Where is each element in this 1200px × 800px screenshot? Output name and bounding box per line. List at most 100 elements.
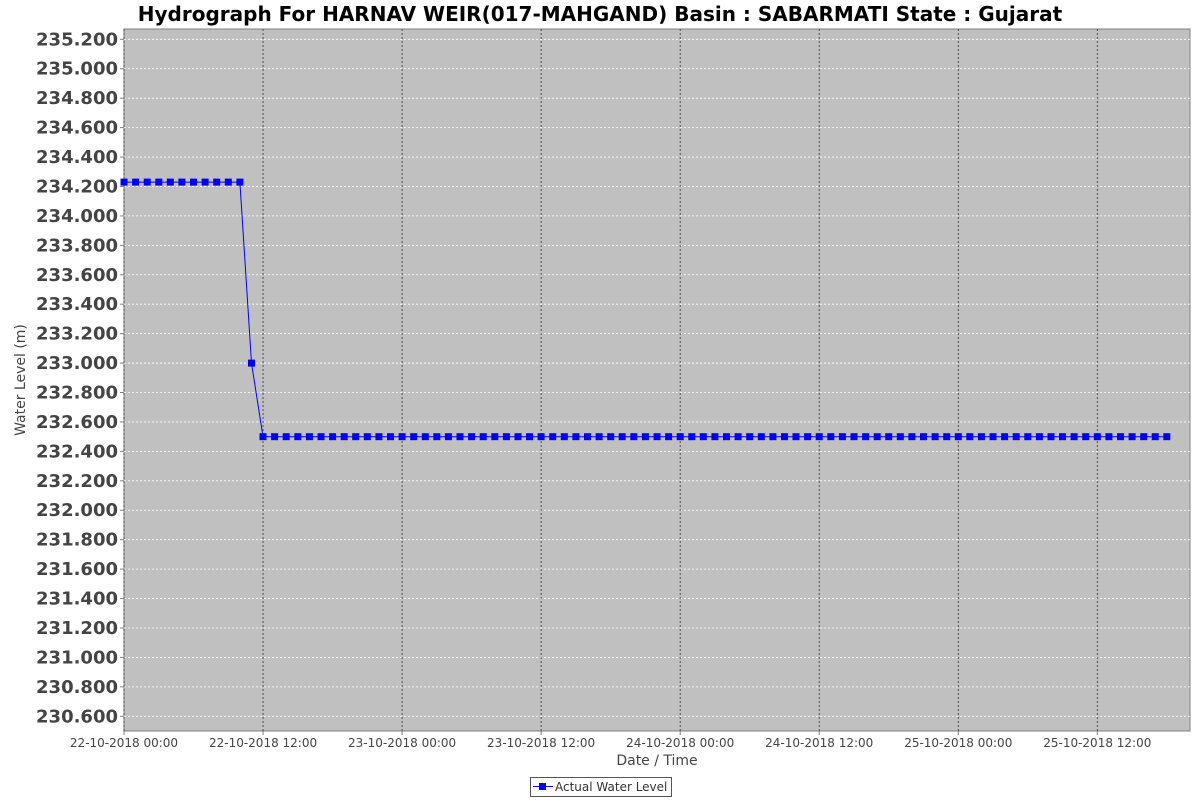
- data-point: [340, 433, 348, 441]
- data-point: [132, 178, 140, 186]
- data-point: [989, 433, 997, 441]
- data-point: [734, 433, 742, 441]
- x-tick-label: 22-10-2018 00:00: [70, 736, 178, 750]
- data-point: [526, 433, 533, 441]
- x-axis: 22-10-2018 00:00 22-10-2018 12:00 23-10-20…: [70, 731, 1151, 750]
- data-point: [1105, 433, 1113, 441]
- data-point: [178, 178, 186, 186]
- data-point: [1163, 433, 1171, 441]
- data-point: [271, 433, 279, 441]
- data-point: [665, 433, 673, 441]
- data-point: [363, 433, 371, 441]
- y-tick-label: 232.200: [36, 471, 118, 492]
- y-tick-label: 234.800: [36, 88, 118, 109]
- data-point: [885, 433, 893, 441]
- y-tick-label: 233.800: [36, 235, 118, 256]
- data-point: [1128, 433, 1136, 441]
- y-tick-label: 231.400: [36, 589, 118, 610]
- data-point: [630, 433, 638, 441]
- x-tick-label: 25-10-2018 00:00: [904, 736, 1012, 750]
- data-point: [1059, 433, 1066, 441]
- x-tick-label: 24-10-2018 12:00: [765, 736, 873, 750]
- chart-title: Hydrograph For HARNAV WEIR(017-MAHGAND) …: [137, 2, 1063, 26]
- data-point: [224, 178, 232, 186]
- data-point: [769, 433, 777, 441]
- data-point: [850, 433, 858, 441]
- data-point: [143, 178, 151, 186]
- y-tick-label: 230.800: [36, 677, 118, 698]
- data-point: [502, 433, 510, 441]
- y-tick-label: 234.000: [36, 206, 118, 227]
- y-tick-label: 234.400: [36, 147, 118, 168]
- y-tick-label: 233.600: [36, 265, 118, 286]
- data-point: [410, 433, 418, 441]
- data-point: [317, 433, 325, 441]
- x-tick-label: 22-10-2018 12:00: [209, 736, 317, 750]
- data-point: [294, 433, 302, 441]
- data-point: [1140, 433, 1148, 441]
- y-tick-label: 230.600: [36, 706, 118, 727]
- legend-label: Actual Water Level: [555, 780, 668, 794]
- data-point: [468, 433, 476, 441]
- legend-swatch-icon: [533, 780, 553, 794]
- data-point: [305, 433, 313, 441]
- data-point: [1093, 433, 1101, 441]
- y-tick-label: 231.200: [36, 618, 118, 639]
- x-axis-label: Date / Time: [616, 753, 697, 769]
- data-point: [491, 433, 499, 441]
- data-point: [781, 433, 788, 441]
- data-point: [896, 433, 904, 441]
- data-point: [1047, 433, 1055, 441]
- data-point: [282, 433, 290, 441]
- data-point: [236, 178, 244, 186]
- data-point: [723, 433, 730, 441]
- x-gridlines: [123, 29, 1098, 731]
- data-point: [421, 433, 429, 441]
- y-tick-label: 233.400: [36, 294, 118, 315]
- data-point: [873, 433, 881, 441]
- x-tick-label: 23-10-2018 12:00: [487, 736, 595, 750]
- data-point: [827, 433, 835, 441]
- data-point: [943, 433, 951, 441]
- data-point: [201, 178, 209, 186]
- data-point: [560, 433, 568, 441]
- data-point: [213, 178, 221, 186]
- y-axis: 230.600 230.800 231.000 231.200 231.400 231.6…: [36, 29, 124, 727]
- series-layer: [120, 178, 1171, 441]
- y-axis-label: Water Level (m): [13, 324, 29, 436]
- data-point: [456, 433, 464, 441]
- data-point: [166, 178, 174, 186]
- data-point: [584, 433, 591, 441]
- data-point: [572, 433, 580, 441]
- data-point: [120, 178, 128, 186]
- data-point: [1151, 433, 1159, 441]
- y-tick-label: 234.600: [36, 118, 118, 139]
- data-point: [804, 433, 812, 441]
- y-tick-label: 235.000: [36, 59, 118, 80]
- data-point: [908, 433, 916, 441]
- data-point: [676, 433, 684, 441]
- data-point: [1024, 433, 1032, 441]
- data-point: [607, 433, 615, 441]
- y-tick-label: 231.000: [36, 647, 118, 668]
- data-point: [920, 433, 927, 441]
- y-tick-label: 232.600: [36, 412, 118, 433]
- data-point: [1001, 433, 1009, 441]
- data-point: [514, 433, 522, 441]
- data-point: [977, 433, 985, 441]
- y-tick-label: 233.000: [36, 353, 118, 374]
- data-point: [1035, 433, 1043, 441]
- y-tick-label: 232.000: [36, 500, 118, 521]
- data-point: [838, 433, 846, 441]
- y-tick-label: 232.800: [36, 383, 118, 404]
- data-point: [966, 433, 974, 441]
- data-point: [329, 433, 337, 441]
- data-point: [792, 433, 800, 441]
- data-point: [352, 433, 360, 441]
- data-point: [862, 433, 870, 441]
- data-point: [387, 433, 394, 441]
- data-point: [954, 433, 962, 441]
- data-point: [641, 433, 649, 441]
- data-point: [618, 433, 626, 441]
- x-tick-label: 23-10-2018 00:00: [348, 736, 456, 750]
